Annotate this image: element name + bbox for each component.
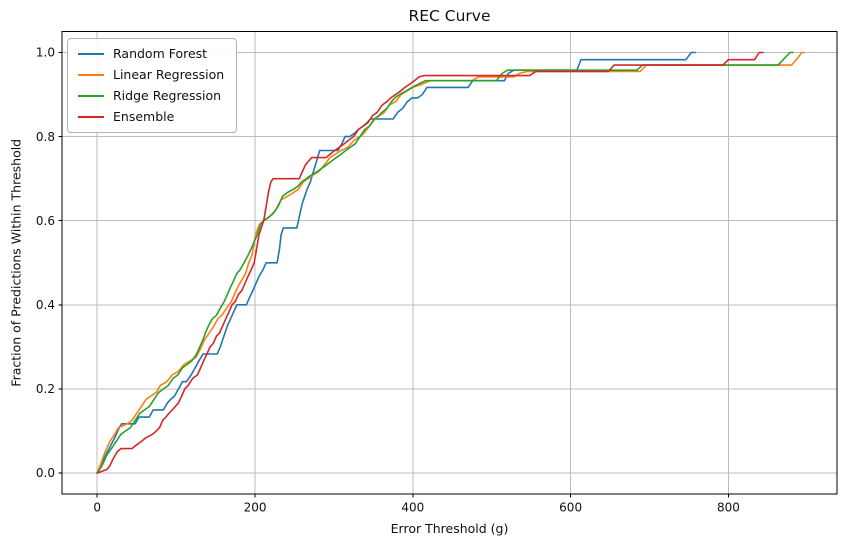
legend-item-linear-regression: Linear Regression (78, 67, 224, 82)
legend-label-ensemble: Ensemble (113, 109, 175, 124)
legend-line-ensemble (78, 115, 104, 118)
x-axis-label: Error Threshold (g) (391, 521, 509, 536)
axes-layer: 0 200 400 600 800 0.0 0.2 0.4 0.6 0.8 1.0 (36, 31, 838, 515)
axes-frame (61, 31, 838, 495)
y-tick-label-0.8: 0.8 (36, 130, 55, 144)
legend-line-random-forest (78, 52, 104, 55)
y-tick-label-0.0: 0.0 (36, 466, 55, 480)
y-tick-label-0.6: 0.6 (36, 214, 55, 228)
y-tick-label-0.2: 0.2 (36, 382, 55, 396)
x-tick-label-0: 0 (93, 501, 101, 515)
legend: Random Forest Linear Regression Ridge Regr… (67, 38, 238, 133)
legend-item-ensemble: Ensemble (78, 109, 224, 124)
legend-label-linear-regression: Linear Regression (113, 67, 225, 82)
legend-line-linear-regression (78, 73, 104, 76)
x-tick-label-400: 400 (401, 501, 424, 515)
x-tick-label-200: 200 (244, 501, 267, 515)
x-tick-label-600: 600 (559, 501, 582, 515)
legend-label-random-forest: Random Forest (113, 46, 208, 61)
legend-label-ridge-regression: Ridge Regression (113, 88, 222, 103)
legend-item-ridge-regression: Ridge Regression (78, 88, 224, 103)
chart-title: REC Curve (408, 7, 490, 25)
series-layer (96, 51, 806, 474)
series-line-ensemble (96, 51, 764, 474)
y-tick-label-1.0: 1.0 (36, 46, 55, 60)
series-line-random-forest (96, 51, 697, 474)
x-tick-label-800: 800 (717, 501, 740, 515)
legend-line-ridge-regression (78, 94, 104, 97)
y-tick-label-0.4: 0.4 (36, 298, 55, 312)
y-axis-label: Fraction of Predictions Within Threshold (9, 139, 24, 387)
legend-item-random-forest: Random Forest (78, 46, 224, 61)
